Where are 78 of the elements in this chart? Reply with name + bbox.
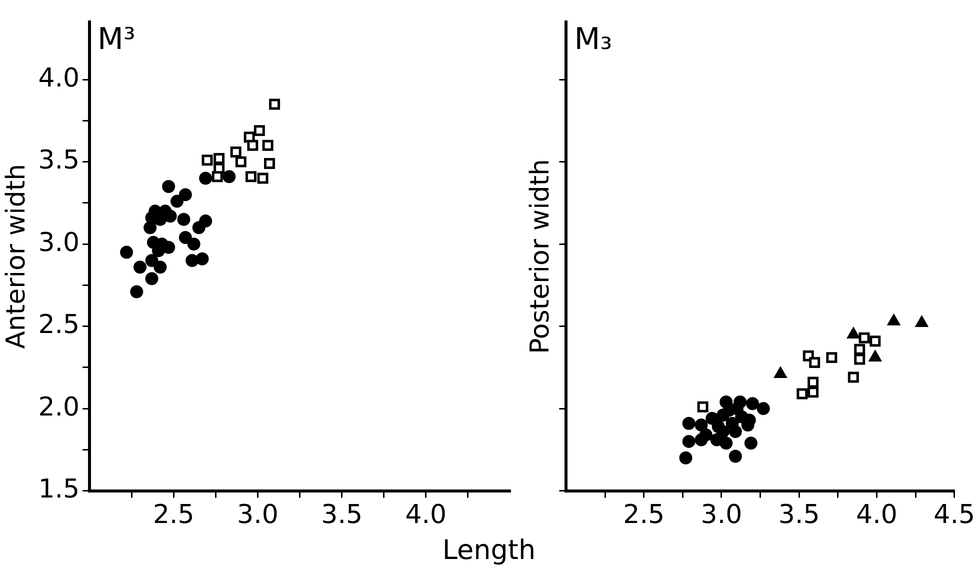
- point: [728, 450, 742, 463]
- point: [808, 386, 819, 398]
- x-axis-title: Length: [441, 535, 537, 566]
- point: [682, 416, 696, 430]
- point: [196, 252, 209, 266]
- point: [826, 352, 838, 364]
- point: [716, 425, 730, 438]
- point: [178, 188, 192, 202]
- x-tick-label: 4.0: [856, 500, 898, 530]
- point: [199, 214, 212, 228]
- point: [854, 354, 866, 365]
- point: [746, 397, 759, 410]
- point: [177, 212, 190, 226]
- point: [682, 434, 696, 448]
- x-tick-label: 2.5: [623, 500, 665, 530]
- point: [796, 388, 808, 400]
- point: [202, 154, 213, 166]
- point: [915, 316, 928, 328]
- point: [212, 171, 223, 182]
- point: [186, 254, 199, 268]
- point: [722, 404, 736, 417]
- point: [744, 436, 758, 450]
- point: [145, 272, 158, 286]
- point: [235, 156, 246, 168]
- point: [262, 140, 274, 151]
- point: [154, 260, 167, 274]
- point: [247, 140, 258, 151]
- chart-title: M₃: [574, 22, 612, 57]
- point: [756, 402, 770, 416]
- point: [214, 153, 225, 164]
- point: [858, 332, 870, 344]
- point: [720, 436, 733, 450]
- x-tick-label: 3.5: [778, 500, 820, 530]
- x-tick-label: 3.5: [321, 500, 362, 530]
- y-tick-label: 3.0: [38, 228, 80, 258]
- x-tick-label: 4.5: [934, 500, 976, 530]
- y-tick-label: 4.0: [38, 63, 80, 94]
- point: [264, 158, 275, 169]
- point: [848, 372, 859, 383]
- x-tick-label: 2.5: [152, 500, 194, 530]
- point: [134, 260, 147, 274]
- point: [162, 180, 176, 193]
- point: [774, 366, 788, 378]
- y-tick-label: 3.5: [38, 146, 80, 176]
- point: [222, 170, 236, 184]
- point: [130, 285, 144, 298]
- point: [697, 401, 708, 412]
- point: [199, 172, 212, 185]
- point: [679, 451, 692, 464]
- point: [269, 98, 280, 110]
- y-axis-title: Anterior width: [1, 164, 32, 349]
- point: [868, 350, 882, 362]
- point: [254, 125, 265, 136]
- point: [120, 246, 134, 259]
- point: [846, 327, 860, 339]
- point: [734, 395, 747, 408]
- y-tick-label: 2.0: [38, 392, 80, 422]
- point: [809, 357, 820, 368]
- point: [246, 171, 256, 182]
- point: [870, 336, 881, 347]
- point: [257, 172, 268, 184]
- y-axis-title: Posterior width: [525, 158, 556, 354]
- point: [887, 314, 900, 326]
- point: [230, 146, 242, 158]
- y-tick-label: 1.5: [38, 474, 80, 505]
- point: [178, 230, 192, 244]
- point: [170, 194, 184, 208]
- point: [808, 376, 819, 388]
- point: [187, 238, 200, 251]
- y-tick-label: 2.5: [38, 310, 80, 340]
- x-tick-label: 3.0: [237, 500, 278, 530]
- point: [854, 344, 866, 355]
- x-tick-label: 4.0: [405, 500, 447, 530]
- point: [694, 418, 708, 432]
- chart-title: M³: [98, 22, 136, 57]
- x-tick-label: 3.0: [700, 500, 742, 530]
- point: [699, 428, 712, 442]
- point: [728, 425, 742, 438]
